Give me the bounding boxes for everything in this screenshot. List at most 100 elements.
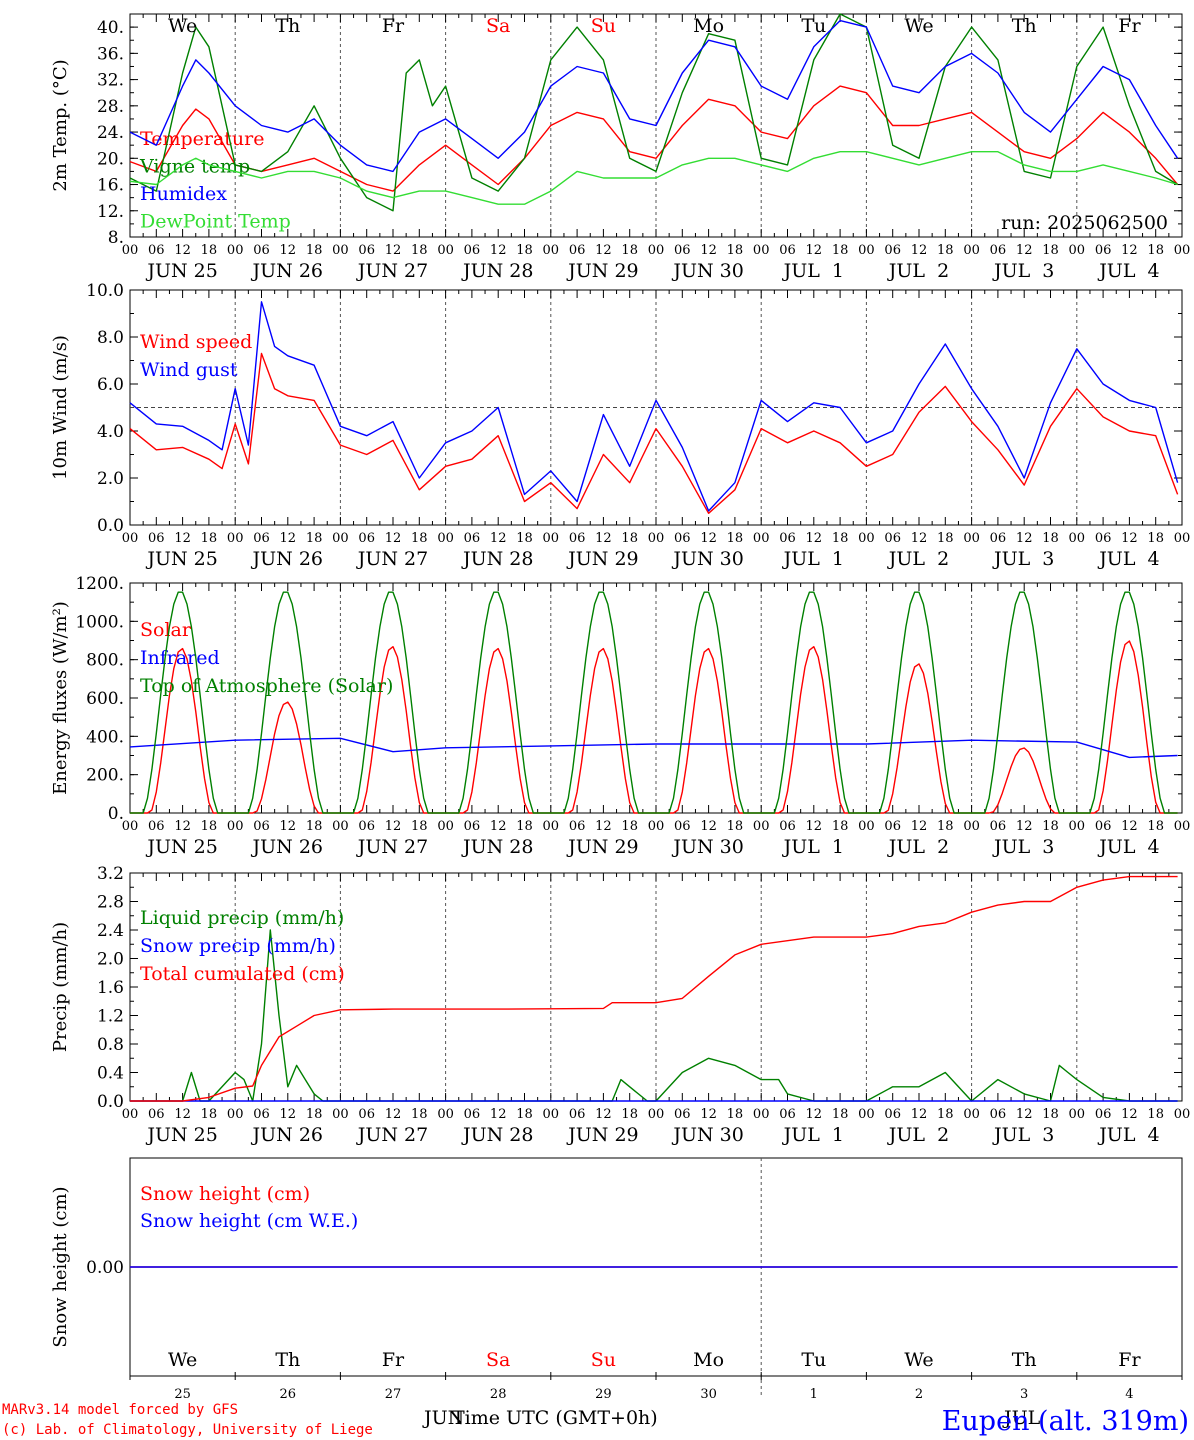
hour-tick-label: 12 [174,531,191,546]
hour-tick-label: 00 [122,531,139,546]
hour-tick-label: 06 [358,819,375,834]
hour-tick-label: 06 [253,531,270,546]
hour-tick-label: 06 [464,243,481,258]
hour-tick-label: 12 [385,819,402,834]
run-annotation: run: 2025062500 [1001,212,1168,234]
hour-tick-label: 00 [227,819,244,834]
hour-tick-label: 12 [1016,819,1033,834]
hour-tick-label: 12 [595,243,612,258]
legend-entry: Wind speed [140,331,252,353]
date-label: JUN 29 [566,548,638,570]
hour-tick-label: 12 [1121,531,1138,546]
hour-tick-label: 18 [832,1107,849,1122]
hour-tick-label: 18 [201,819,218,834]
y-tick-label: 1.2 [97,1007,124,1027]
hour-tick-label: 12 [806,1107,823,1122]
hour-tick-label: 00 [122,243,139,258]
hour-tick-label: 12 [700,531,717,546]
day-number-label: 1 [810,1387,818,1402]
date-label: JUN 25 [145,548,217,570]
hour-tick-label: 00 [1069,531,1086,546]
hour-tick-label: 00 [963,531,980,546]
hour-tick-label: 18 [727,1107,744,1122]
hour-tick-label: 06 [464,531,481,546]
hour-tick-label: 18 [1147,819,1164,834]
hour-tick-label: 00 [1174,531,1191,546]
y-tick-label: 8. [108,228,124,248]
hour-tick-label: 18 [621,819,638,834]
date-label: JUL 4 [1097,260,1159,282]
hour-tick-label: 06 [990,1107,1007,1122]
hour-tick-label: 06 [884,243,901,258]
hour-tick-label: 12 [490,1107,507,1122]
hour-tick-label: 18 [727,243,744,258]
hour-tick-label: 18 [306,819,323,834]
hour-tick-label: 00 [543,819,560,834]
hour-tick-label: 12 [700,1107,717,1122]
hour-tick-label: 06 [464,819,481,834]
day-number-label: 2 [915,1387,923,1402]
hour-tick-label: 00 [227,243,244,258]
hour-tick-label: 00 [963,243,980,258]
date-label: JUN 28 [461,1124,533,1146]
hour-tick-label: 00 [437,243,454,258]
hour-tick-label: 12 [595,819,612,834]
date-label: JUN 30 [671,260,743,282]
hour-tick-label: 06 [253,1107,270,1122]
panel-1: 00 06 12 18 00 06 12 18 00 06 12 18 00 06 12 18 00 06 12 18… [50,13,1190,282]
hour-tick-label: 18 [937,243,954,258]
weekday-label: Su [591,15,616,37]
legend-entry: Temperature [140,128,264,150]
hour-tick-label: 06 [674,1107,691,1122]
hour-tick-label: 00 [437,1107,454,1122]
date-label: JUN 30 [671,836,743,858]
date-label: JUL 2 [887,1124,949,1146]
weekday-label: Su [591,1349,616,1371]
hour-tick-label: 06 [1095,819,1112,834]
panel-5: 0.00 Snow height (cm) Snow height (cm) Snow… [50,1157,1183,1402]
y-tick-label: 4.0 [97,422,124,442]
date-label: JUN 25 [145,1124,217,1146]
y-axis-label: Energy fluxes (W/m²) [50,601,71,795]
hour-tick-label: 00 [227,1107,244,1122]
hour-tick-label: 00 [1069,243,1086,258]
credit-model: MARv3.14 model forced by GFS [2,1402,238,1418]
hour-tick-label: 18 [516,243,533,258]
weekday-label: Tu [801,1349,826,1371]
y-tick-label: 2.0 [97,469,124,489]
series-line-humidex [129,19,1179,173]
y-tick-label: 6.0 [97,375,124,395]
date-label: JUN 28 [461,836,533,858]
y-axis-label: 10m Wind (m/s) [50,335,71,480]
date-label: JUL 3 [992,260,1054,282]
date-label: JUN 29 [566,1124,638,1146]
day-number-label: 26 [280,1387,297,1402]
y-tick-label: 0.00 [86,1258,124,1278]
hour-tick-label: 18 [621,1107,638,1122]
hour-tick-label: 18 [306,1107,323,1122]
hour-tick-label: 18 [937,1107,954,1122]
date-label: JUN 25 [145,836,217,858]
y-tick-label: 0. [108,804,124,824]
date-label: JUN 26 [251,260,323,282]
hour-tick-label: 00 [437,819,454,834]
series-line-wind-speed [129,352,1179,514]
y-tick-label: 2.8 [97,893,124,913]
hour-tick-label: 12 [490,243,507,258]
hour-tick-label: 00 [122,1107,139,1122]
hour-tick-label: 00 [648,243,665,258]
legend-entry: Snow height (cm W.E.) [140,1210,358,1232]
hour-tick-label: 06 [253,243,270,258]
hour-tick-label: 00 [543,1107,560,1122]
hour-tick-label: 00 [753,243,770,258]
hour-tick-label: 06 [253,819,270,834]
y-tick-label: 0.4 [97,1064,124,1084]
hour-tick-label: 00 [753,531,770,546]
date-label: JUN 25 [145,260,217,282]
hour-tick-label: 00 [648,1107,665,1122]
hour-tick-label: 06 [1095,531,1112,546]
legend-entry: DewPoint Temp [140,211,291,233]
legend-entry: Humidex [140,183,227,205]
series-line-wind-gust [129,301,1179,512]
